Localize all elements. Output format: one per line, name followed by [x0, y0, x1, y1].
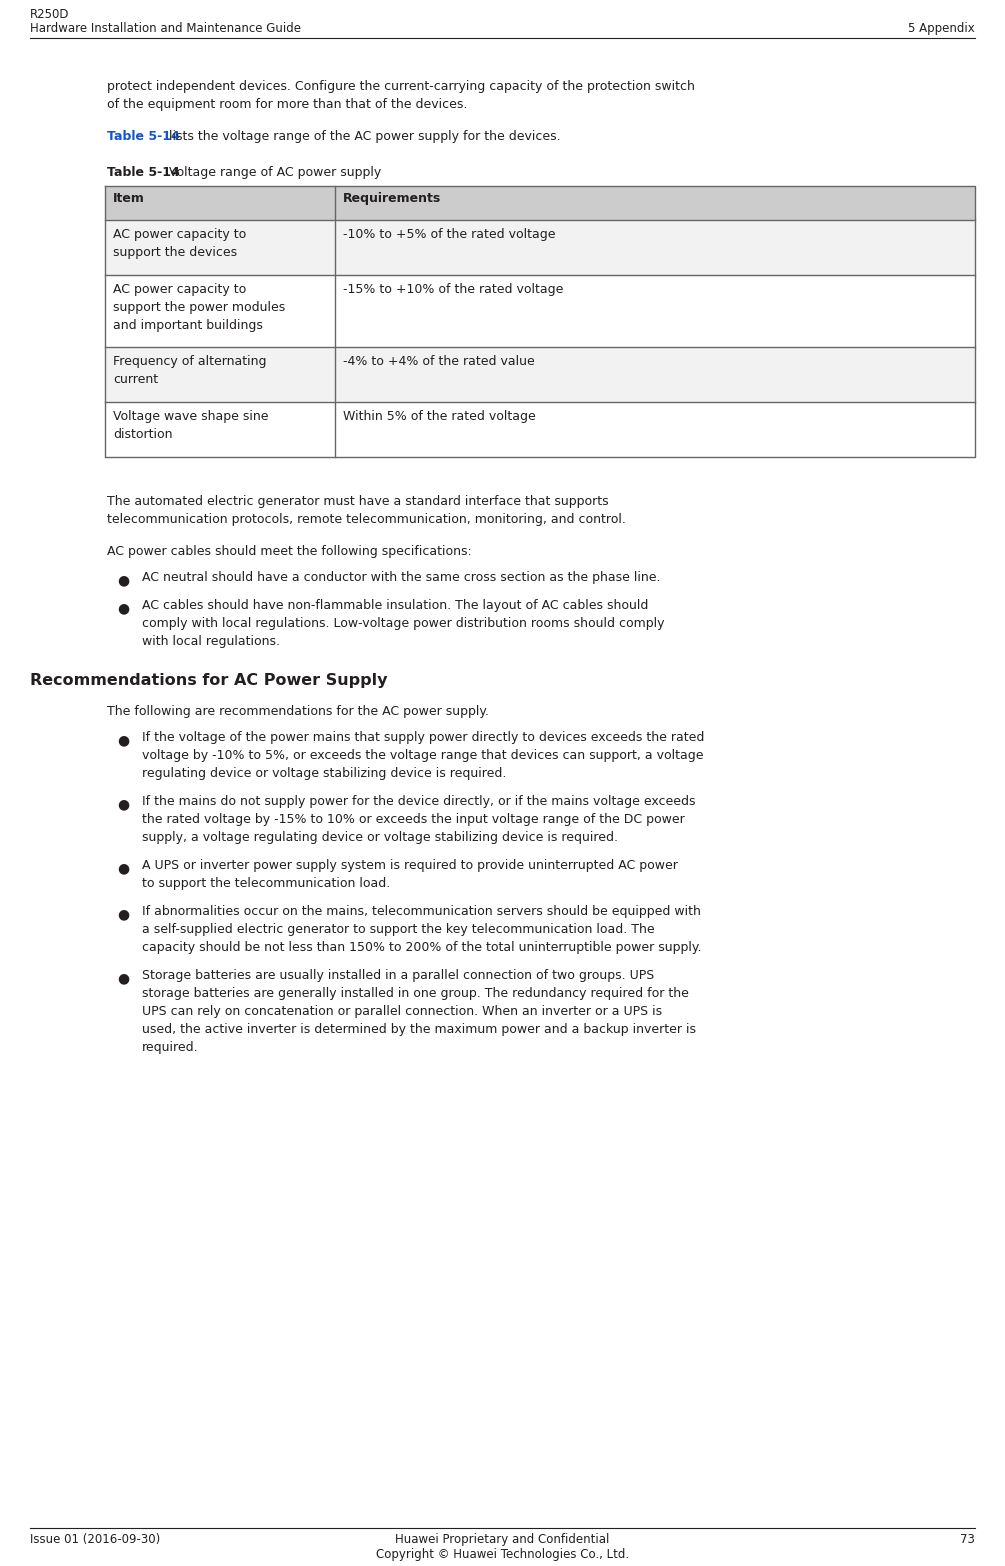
Text: Storage batteries are usually installed in a parallel connection of two groups. : Storage batteries are usually installed … — [142, 969, 696, 1054]
Text: telecommunication protocols, remote telecommunication, monitoring, and control.: telecommunication protocols, remote tele… — [107, 514, 626, 526]
Text: with local regulations.: with local regulations. — [142, 634, 280, 648]
Text: 73: 73 — [960, 1533, 975, 1546]
Text: ●: ● — [117, 907, 129, 921]
Text: ●: ● — [117, 861, 129, 875]
Bar — [105, 186, 975, 219]
Text: R250D: R250D — [30, 8, 69, 20]
Text: Table 5-14: Table 5-14 — [107, 130, 180, 143]
Bar — [105, 348, 975, 402]
Text: Voltage wave shape sine
distortion: Voltage wave shape sine distortion — [113, 410, 268, 442]
Text: -4% to +4% of the rated value: -4% to +4% of the rated value — [343, 355, 535, 368]
Text: The automated electric generator must have a standard interface that supports: The automated electric generator must ha… — [107, 495, 609, 507]
Text: ●: ● — [117, 797, 129, 811]
Bar — [105, 276, 975, 348]
Text: Recommendations for AC Power Supply: Recommendations for AC Power Supply — [30, 673, 388, 687]
Text: If the mains do not supply power for the device directly, or if the mains voltag: If the mains do not supply power for the… — [142, 796, 695, 844]
Text: Within 5% of the rated voltage: Within 5% of the rated voltage — [343, 410, 536, 423]
Text: protect independent devices. Configure the current-carrying capacity of the prot: protect independent devices. Configure t… — [107, 80, 694, 92]
Text: Copyright © Huawei Technologies Co., Ltd.: Copyright © Huawei Technologies Co., Ltd… — [376, 1549, 629, 1561]
Text: Table 5-14: Table 5-14 — [107, 166, 180, 179]
Text: AC power capacity to
support the devices: AC power capacity to support the devices — [113, 229, 246, 258]
Text: 5 Appendix: 5 Appendix — [909, 22, 975, 34]
Bar — [105, 219, 975, 276]
Text: ●: ● — [117, 601, 129, 615]
Text: A UPS or inverter power supply system is required to provide uninterrupted AC po: A UPS or inverter power supply system is… — [142, 860, 678, 889]
Text: ●: ● — [117, 733, 129, 747]
Text: Frequency of alternating
current: Frequency of alternating current — [113, 355, 266, 385]
Text: -10% to +5% of the rated voltage: -10% to +5% of the rated voltage — [343, 229, 556, 241]
Text: ●: ● — [117, 971, 129, 985]
Text: Huawei Proprietary and Confidential: Huawei Proprietary and Confidential — [395, 1533, 610, 1546]
Text: lists the voltage range of the AC power supply for the devices.: lists the voltage range of the AC power … — [165, 130, 561, 143]
Text: If the voltage of the power mains that supply power directly to devices exceeds : If the voltage of the power mains that s… — [142, 731, 705, 780]
Text: If abnormalities occur on the mains, telecommunication servers should be equippe: If abnormalities occur on the mains, tel… — [142, 905, 701, 954]
Text: AC neutral should have a conductor with the same cross section as the phase line: AC neutral should have a conductor with … — [142, 572, 660, 584]
Text: Requirements: Requirements — [343, 193, 441, 205]
Bar — [105, 402, 975, 457]
Text: Item: Item — [113, 193, 145, 205]
Text: The following are recommendations for the AC power supply.: The following are recommendations for th… — [107, 705, 489, 717]
Text: Issue 01 (2016-09-30): Issue 01 (2016-09-30) — [30, 1533, 160, 1546]
Text: AC power cables should meet the following specifications:: AC power cables should meet the followin… — [107, 545, 471, 557]
Text: of the equipment room for more than that of the devices.: of the equipment room for more than that… — [107, 99, 467, 111]
Text: -15% to +10% of the rated voltage: -15% to +10% of the rated voltage — [343, 283, 564, 296]
Text: AC power capacity to
support the power modules
and important buildings: AC power capacity to support the power m… — [113, 283, 285, 332]
Text: Hardware Installation and Maintenance Guide: Hardware Installation and Maintenance Gu… — [30, 22, 302, 34]
Text: comply with local regulations. Low-voltage power distribution rooms should compl: comply with local regulations. Low-volta… — [142, 617, 664, 630]
Text: ●: ● — [117, 573, 129, 587]
Text: Voltage range of AC power supply: Voltage range of AC power supply — [165, 166, 381, 179]
Text: AC cables should have non-flammable insulation. The layout of AC cables should: AC cables should have non-flammable insu… — [142, 600, 648, 612]
